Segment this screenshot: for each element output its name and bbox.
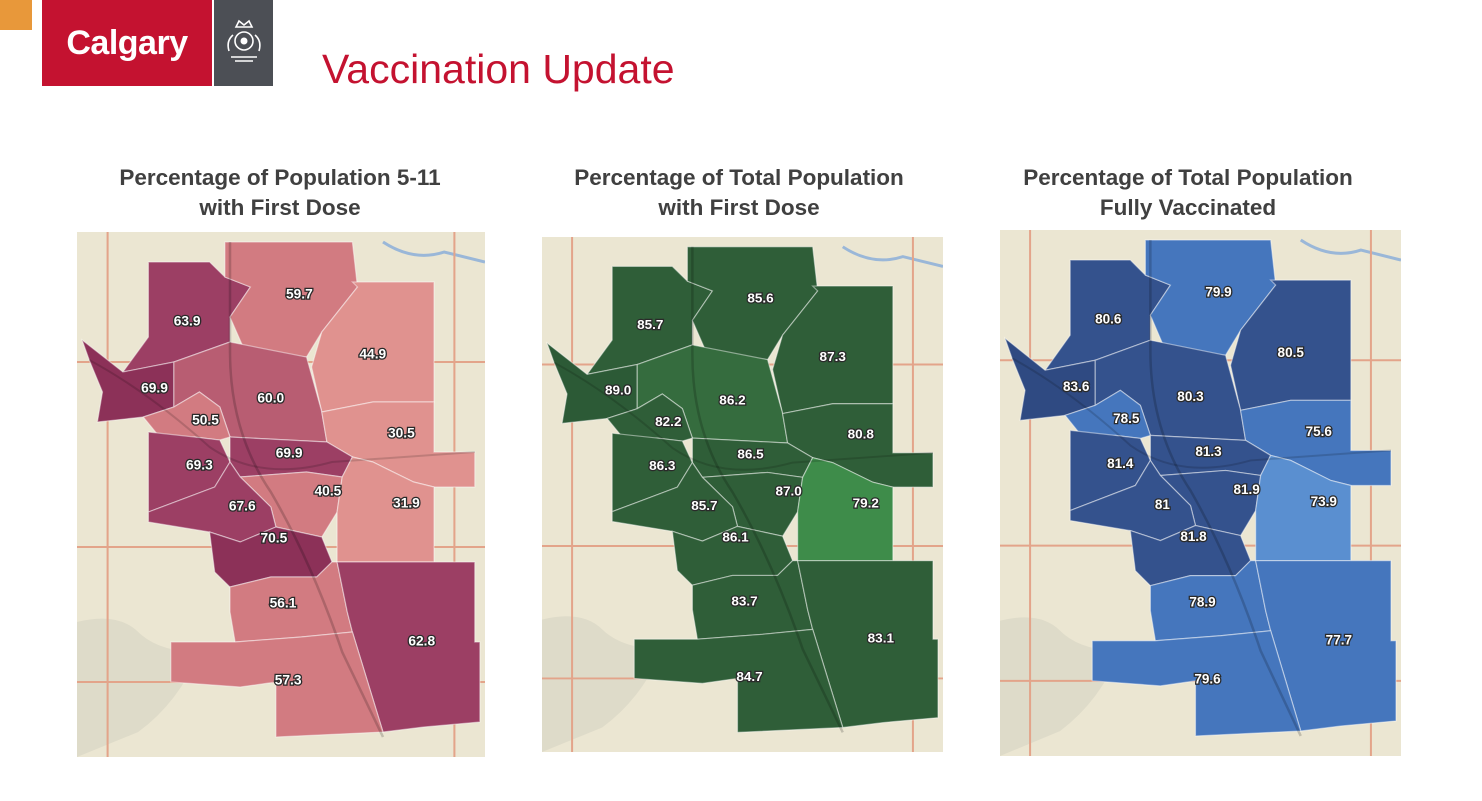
map-title-line2: Fully Vaccinated — [1099, 195, 1277, 220]
region-label-cc: 81.3 — [1195, 444, 1222, 459]
region-label-sw1: 86.3 — [649, 458, 675, 473]
region-label-cs: 81.9 — [1233, 482, 1260, 497]
region-label-ne: 44.9 — [359, 347, 386, 362]
slide-title: Vaccination Update — [322, 46, 675, 92]
region-label-cn: 86.2 — [719, 392, 745, 407]
region-sw2 — [147, 460, 277, 543]
basemap-river — [382, 240, 485, 264]
region-labels: 63.9 59.7 44.9 69.9 60.0 50.5 30.5 69.3 69.9 40.5… — [140, 285, 437, 688]
region-label-ss: 79.6 — [1194, 671, 1221, 686]
region-ss — [633, 628, 844, 733]
map-title-total-first-dose: Percentage of Total Population with Firs… — [539, 163, 939, 223]
highway-line — [1149, 240, 1302, 737]
region-label-e: 73.9 — [1311, 494, 1338, 509]
region-label-ne: 87.3 — [820, 349, 846, 364]
map-total-first-dose: 85.7 85.6 87.3 89.0 86.2 82.2 80.8 86.3 86.5 87.0… — [542, 237, 943, 752]
corner-accent — [0, 0, 32, 30]
region-label-cs2: 70.5 — [260, 531, 287, 546]
region-label-sw2: 81 — [1155, 497, 1171, 512]
region-label-wc: 82.2 — [655, 414, 681, 429]
region-label-w: 89.0 — [605, 383, 631, 398]
region-label-s: 78.9 — [1189, 594, 1216, 609]
river-line — [88, 359, 475, 471]
highway-line — [228, 242, 385, 738]
region-label-cs2: 86.1 — [722, 530, 749, 545]
region-label-wc: 50.5 — [192, 413, 219, 428]
region-label-sw1: 69.3 — [186, 458, 213, 473]
city-logo: Calgary — [42, 0, 212, 86]
map-title-line2: with First Dose — [199, 195, 361, 220]
region-label-nw: 80.6 — [1095, 312, 1122, 327]
map-title-line1: Percentage of Total Population — [574, 165, 904, 190]
region-labels: 80.6 79.9 80.5 83.6 80.3 78.5 75.6 81.4 81.3 81.9… — [1062, 283, 1354, 687]
region-label-e: 79.2 — [853, 495, 879, 510]
overlay-roads — [553, 246, 934, 733]
map-fully-vaccinated: 80.6 79.9 80.5 83.6 80.3 78.5 75.6 81.4 81.3 81.9… — [1000, 230, 1401, 756]
region-label-nw: 63.9 — [174, 314, 201, 329]
river-line — [553, 361, 934, 471]
regions — [545, 246, 939, 733]
region-label-s: 83.7 — [731, 594, 757, 609]
region-label-cs2: 81.8 — [1180, 529, 1207, 544]
map-title-youth-first-dose: Percentage of Population 5-11 with First… — [80, 163, 480, 223]
region-label-wc: 78.5 — [1113, 411, 1140, 426]
region-label-ec: 80.8 — [848, 427, 875, 442]
overlay-roads — [88, 242, 475, 738]
map-title-fully-vaccinated: Percentage of Total Population Fully Vac… — [988, 163, 1388, 223]
region-label-se: 77.7 — [1326, 632, 1352, 647]
region-label-e: 31.9 — [393, 496, 420, 511]
regions — [80, 241, 481, 738]
region-label-cs: 40.5 — [315, 484, 342, 499]
region-label-ec: 30.5 — [388, 426, 415, 441]
region-label-se: 62.8 — [408, 634, 435, 649]
region-sw2 — [611, 461, 739, 542]
city-crest-icon — [214, 0, 273, 86]
river-line — [1011, 357, 1392, 469]
regions — [1003, 239, 1397, 737]
logo-text: Calgary — [66, 23, 188, 62]
map-title-line1: Percentage of Total Population — [1023, 165, 1353, 190]
region-label-ne: 80.5 — [1278, 345, 1305, 360]
region-label-sw2: 85.7 — [691, 498, 717, 513]
region-label-w: 83.6 — [1063, 379, 1090, 394]
region-label-ss: 84.7 — [736, 669, 762, 684]
region-label-cn: 80.3 — [1177, 389, 1204, 404]
region-label-sw2: 67.6 — [229, 499, 256, 514]
region-label-cc: 69.9 — [276, 446, 303, 461]
region-label-ss: 57.3 — [275, 673, 302, 688]
region-label-se: 83.1 — [868, 631, 895, 646]
region-label-sw1: 81.4 — [1107, 456, 1134, 471]
region-ss — [170, 631, 384, 738]
region-label-w: 69.9 — [141, 381, 168, 396]
region-label-cn: 60.0 — [257, 391, 284, 406]
map-youth-first-dose: 63.9 59.7 44.9 69.9 60.0 50.5 30.5 69.3 69.9 40.5… — [77, 232, 485, 757]
overlay-roads — [1011, 240, 1392, 737]
region-label-s: 56.1 — [270, 596, 297, 611]
region-label-nw: 85.7 — [637, 317, 663, 332]
map-title-line1: Percentage of Population 5-11 — [119, 165, 441, 190]
region-label-n: 79.9 — [1205, 285, 1232, 300]
region-label-cc: 86.5 — [737, 446, 764, 461]
highway-line — [691, 246, 844, 733]
region-label-ec: 75.6 — [1306, 424, 1333, 439]
region-sw2 — [1069, 459, 1197, 542]
basemap-river — [1299, 238, 1401, 262]
region-label-n: 59.7 — [286, 287, 313, 302]
region-label-n: 85.6 — [747, 290, 773, 305]
map-title-line2: with First Dose — [658, 195, 820, 220]
region-labels: 85.7 85.6 87.3 89.0 86.2 82.2 80.8 86.3 86.5 87.0… — [604, 289, 896, 685]
basemap-river — [841, 245, 943, 268]
region-label-cs: 87.0 — [775, 484, 801, 499]
region-ss — [1091, 630, 1302, 737]
